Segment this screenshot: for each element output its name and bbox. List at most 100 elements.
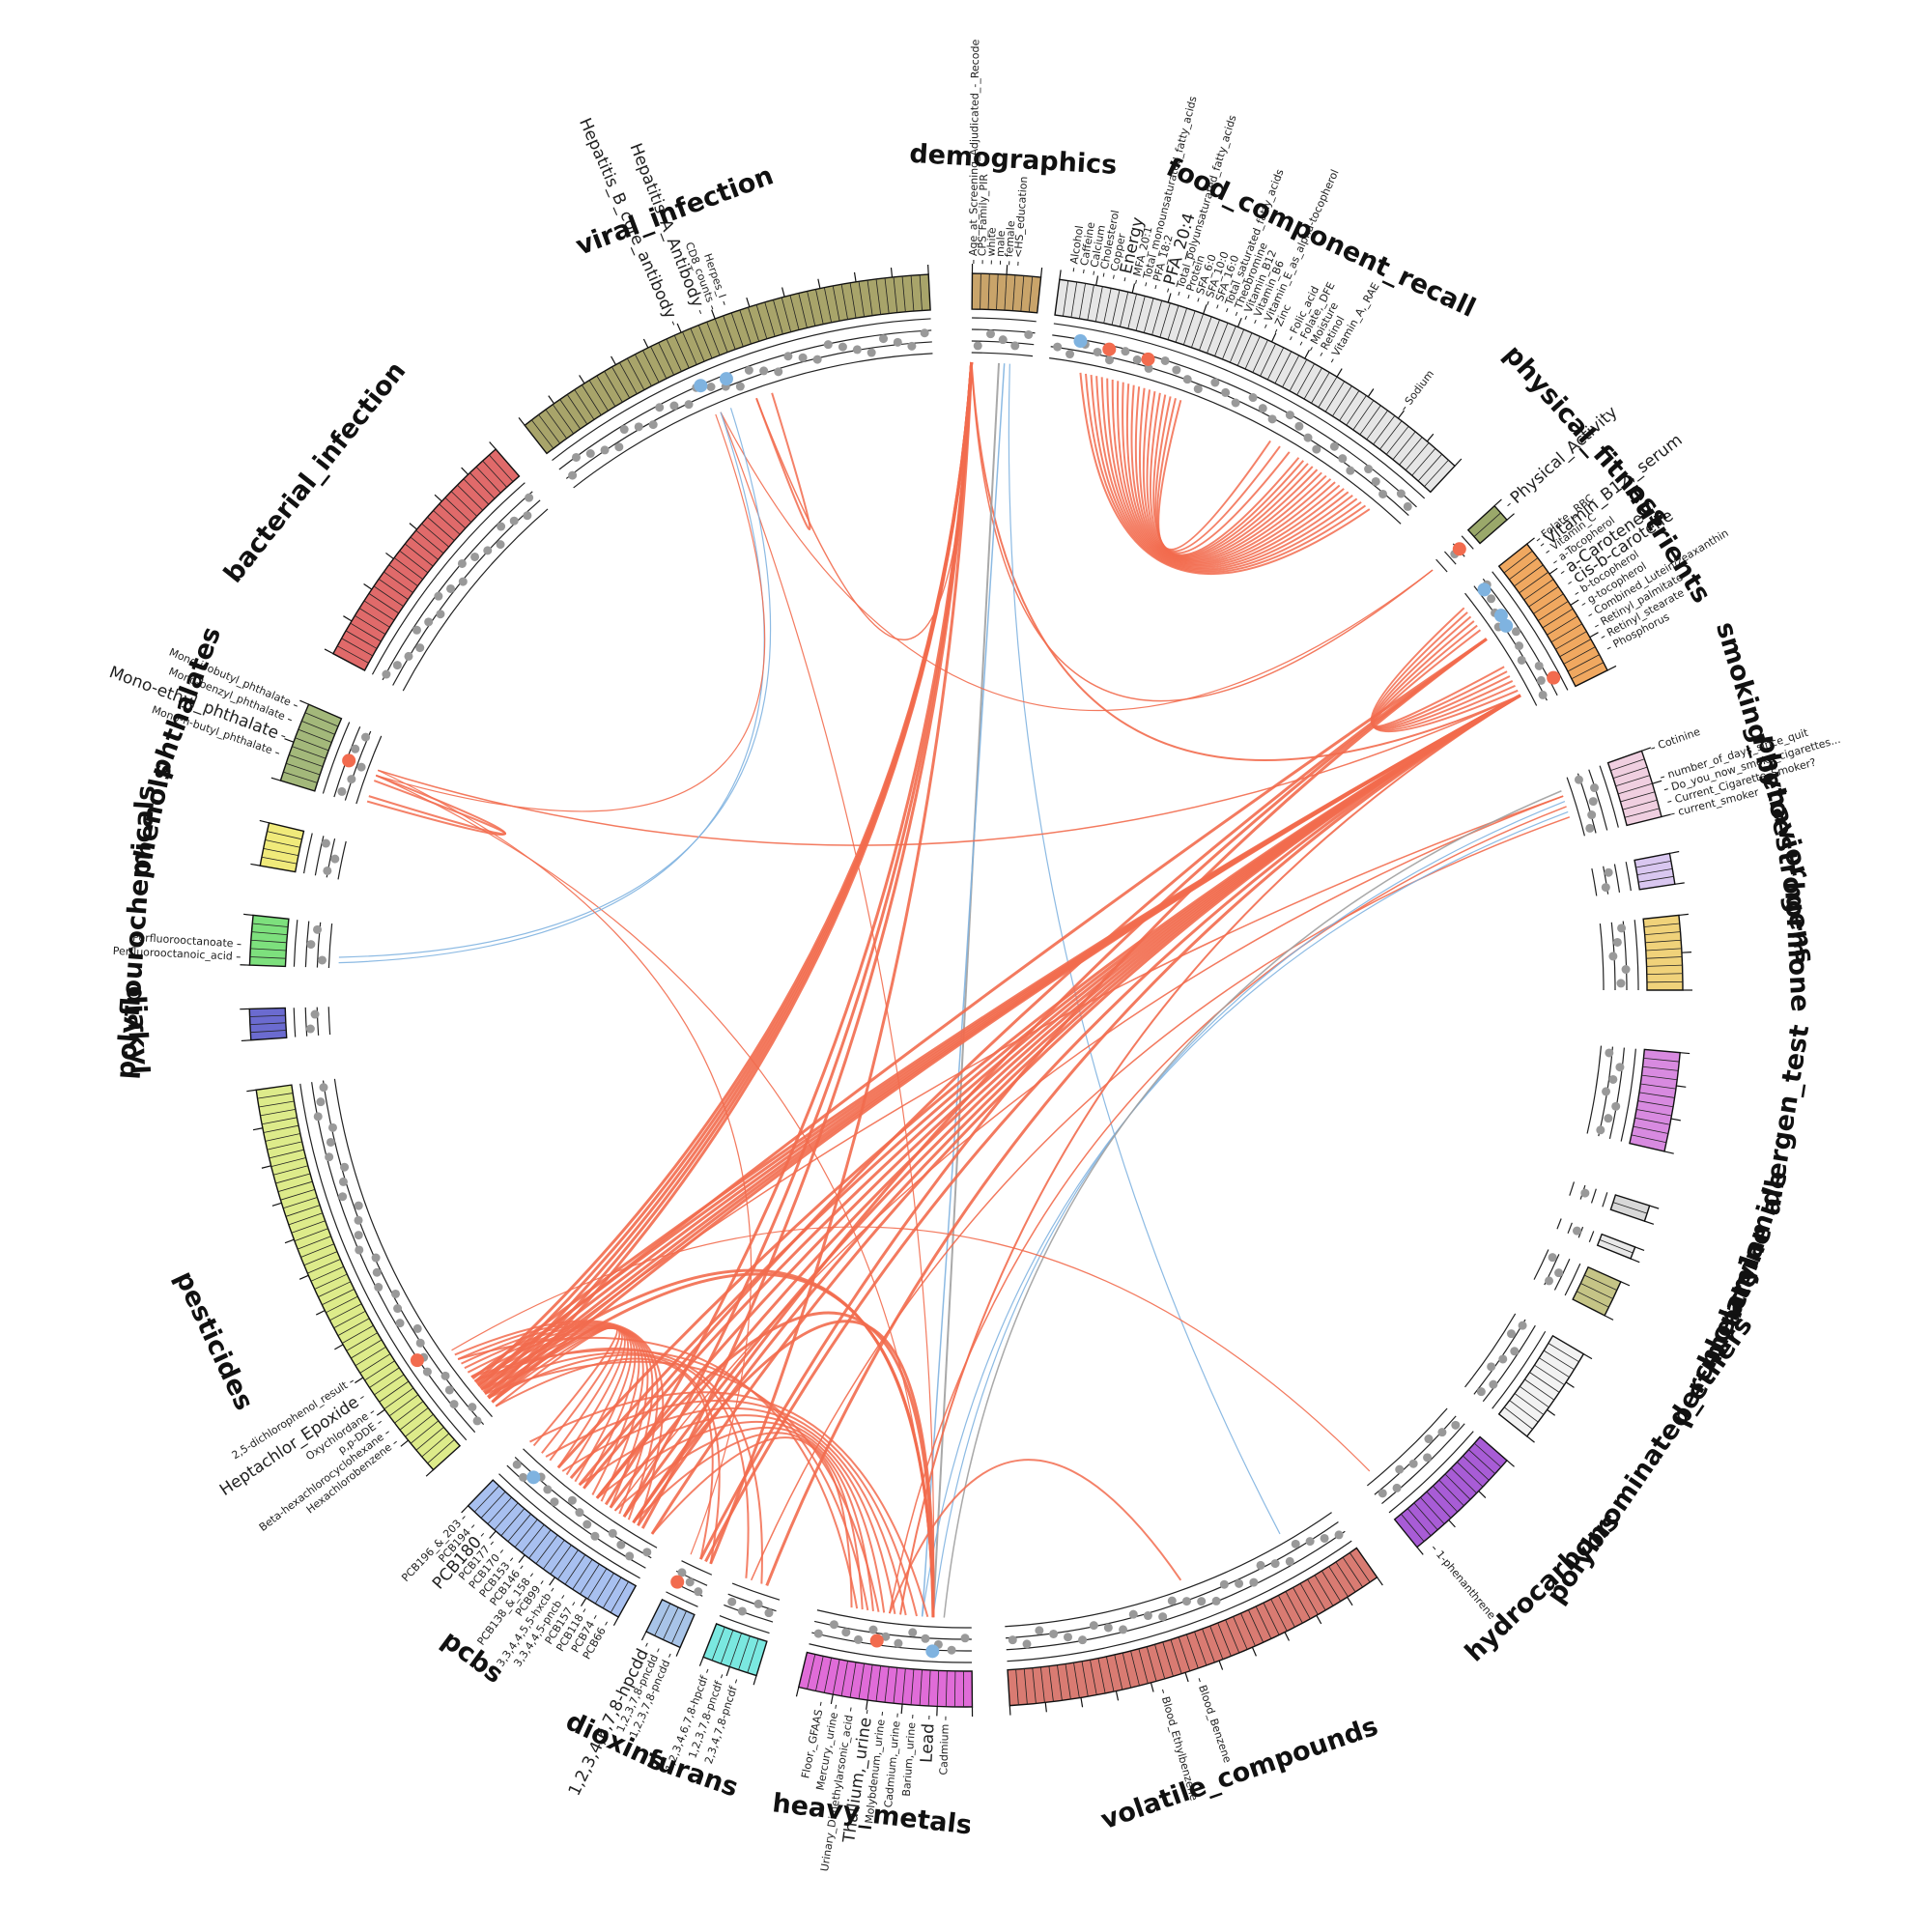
sector-diakyl: [240, 1007, 288, 1042]
sector-stripe: [1057, 1664, 1063, 1701]
sector-stripe: [1646, 964, 1683, 967]
guide-ring: [1602, 1192, 1608, 1208]
sector-stripe: [1463, 1455, 1490, 1481]
guide-ring: [498, 1473, 640, 1579]
sector-dioxins: [640, 1598, 696, 1657]
sector-stripe: [1450, 1467, 1477, 1494]
axis-tick: [1669, 850, 1680, 855]
sector-stripe: [1130, 1650, 1140, 1687]
guide-ring: [1544, 1254, 1560, 1286]
axis-tick: [1236, 317, 1242, 327]
sector-stripe: [559, 399, 582, 430]
guide-ring: [809, 1643, 973, 1663]
sector-pesticides: [246, 1084, 462, 1477]
sector-stripe: [711, 1627, 725, 1662]
sector-band: [259, 821, 305, 873]
variable-label: Blood_Benzene: [1196, 1684, 1234, 1765]
guide-ring: [1464, 592, 1538, 706]
sector-stripe: [1274, 351, 1293, 384]
guide-ring: [1050, 346, 1409, 516]
sector-stripe: [875, 278, 882, 315]
label-connector: [370, 1410, 375, 1414]
sector-stripe: [1167, 305, 1179, 340]
sample-point: [404, 651, 413, 661]
sector-stripe: [275, 1173, 311, 1184]
guide-ring: [724, 1604, 774, 1623]
variable-label: Alcohol: [1067, 225, 1086, 266]
axis-tick: [284, 1238, 295, 1244]
axis-tick: [1604, 1315, 1614, 1321]
sector-stripe: [1143, 298, 1154, 333]
sector-stripe: [1146, 1646, 1157, 1682]
category-label: pcbs: [436, 1625, 508, 1690]
link: [970, 361, 1521, 761]
sample-point: [1596, 1125, 1605, 1135]
sample-point: [1590, 783, 1600, 793]
axis-tick: [753, 1675, 757, 1686]
category-label: volatile_compounds: [1097, 1712, 1382, 1836]
sample-point: [444, 1385, 454, 1395]
label-connector: [1083, 269, 1085, 273]
sector-stripe: [1379, 420, 1403, 450]
sector-stripe: [1612, 1202, 1648, 1214]
guide-ring: [1053, 323, 1426, 499]
sample-point: [908, 1628, 918, 1637]
sector-band: [1497, 1334, 1585, 1437]
sector-stripe: [1509, 1400, 1539, 1423]
axis-tick: [1304, 350, 1310, 359]
sample-point: [1588, 797, 1598, 807]
sample-point: [1158, 1612, 1168, 1622]
axis-tick: [1641, 747, 1652, 752]
sample-point: [1617, 923, 1627, 933]
sector-stripe: [295, 737, 329, 752]
sample-point: [614, 442, 624, 452]
sample-point: [1132, 355, 1142, 364]
sector-stripe: [444, 497, 472, 523]
axis-tick: [489, 441, 497, 450]
sector-stripe: [670, 1610, 687, 1644]
axis-tick: [1044, 1702, 1047, 1713]
short-link: [481, 1351, 750, 1578]
sector-stripe: [720, 1630, 734, 1664]
short-link: [366, 774, 507, 836]
guide-ring: [326, 838, 336, 878]
link: [632, 638, 1488, 1524]
sample-point: [947, 1645, 956, 1655]
sector-viral-infection: [518, 264, 931, 455]
sector-stripe: [987, 273, 990, 310]
sector-stripe: [748, 307, 760, 342]
sector-stripe: [507, 1514, 531, 1543]
sector-stripe: [840, 284, 848, 320]
sample-point: [305, 1024, 315, 1034]
sample-point: [706, 382, 716, 391]
sample-point: [1392, 1483, 1402, 1492]
sector-stripe: [384, 571, 413, 593]
sector-stripe: [1620, 791, 1656, 803]
sample-point: [868, 1625, 878, 1634]
sample-point: [525, 493, 534, 502]
sector-stripe: [798, 293, 808, 328]
link: [921, 363, 1006, 1617]
axis-tick: [698, 1657, 704, 1666]
guide-ring: [1577, 773, 1597, 834]
guide-ring: [1007, 1540, 1352, 1662]
sector-stripe: [580, 1563, 600, 1595]
sector-stripe: [627, 357, 645, 390]
label-connector: [1113, 274, 1115, 279]
sample-point: [1294, 421, 1304, 431]
sample-point: [685, 1577, 695, 1587]
guide-ring: [972, 317, 1037, 323]
sector-stripe: [1624, 808, 1660, 818]
sector-stripe: [663, 1606, 679, 1640]
label-connector: [1651, 747, 1656, 750]
sector-stripe: [1519, 571, 1548, 594]
variable-label: Cadmium: [937, 1724, 951, 1776]
sample-point: [483, 546, 493, 555]
sample-point: [523, 511, 532, 521]
label-connector: [393, 1440, 397, 1444]
sector-stripe: [1065, 1663, 1071, 1700]
sector-stripe: [666, 338, 682, 372]
axis-tick: [324, 648, 334, 655]
sector-pcbs: [461, 1479, 638, 1627]
